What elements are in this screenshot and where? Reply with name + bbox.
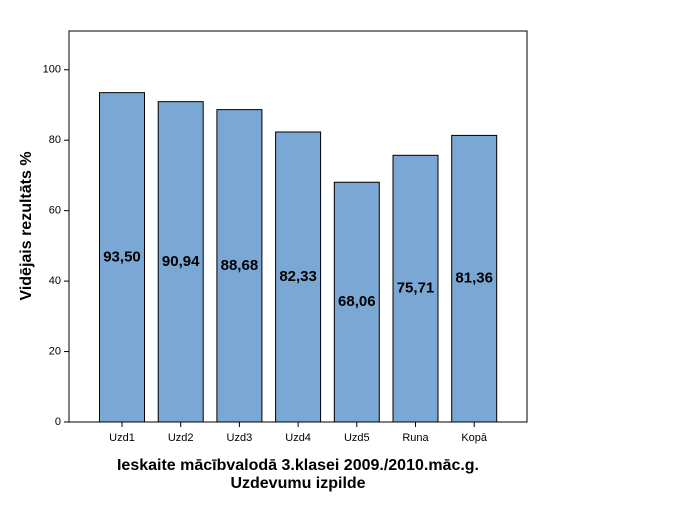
y-axis-title: Vidējais rezultāts %	[18, 151, 35, 300]
value-label: 68,06	[338, 293, 376, 310]
x-tick-label: Uzd5	[344, 432, 370, 444]
value-label: 82,33	[279, 268, 317, 285]
x-tick-label: Uzd1	[109, 432, 135, 444]
value-label: 81,36	[455, 270, 493, 287]
y-tick-label: 40	[49, 275, 61, 287]
x-tick-label: Kopā	[461, 432, 488, 444]
y-tick-label: 80	[49, 134, 61, 146]
x-tick-label: Uzd3	[227, 432, 253, 444]
y-tick-label: 0	[55, 416, 61, 428]
value-label: 93,50	[103, 248, 141, 265]
y-tick-label: 20	[49, 345, 61, 357]
x-tick-label: Uzd4	[285, 432, 311, 444]
bar	[333, 181, 380, 423]
bar	[216, 109, 263, 423]
value-label: 75,71	[397, 280, 435, 297]
x-tick-label: Uzd2	[168, 432, 194, 444]
y-tick-label: 60	[49, 205, 61, 217]
x-tick-label: Runa	[402, 432, 429, 444]
chart-subtitle: Uzdevumu izpilde	[230, 475, 365, 492]
bar	[392, 154, 439, 423]
bar	[275, 131, 322, 423]
bar	[99, 92, 145, 423]
chart-title: Ieskaite mācībvalodā 3.klasei 2009./2010…	[117, 457, 479, 474]
y-tick-label: 100	[43, 64, 61, 76]
value-label: 88,68	[221, 257, 259, 274]
bar	[451, 134, 498, 423]
bar	[157, 101, 204, 423]
value-label: 90,94	[162, 253, 200, 270]
